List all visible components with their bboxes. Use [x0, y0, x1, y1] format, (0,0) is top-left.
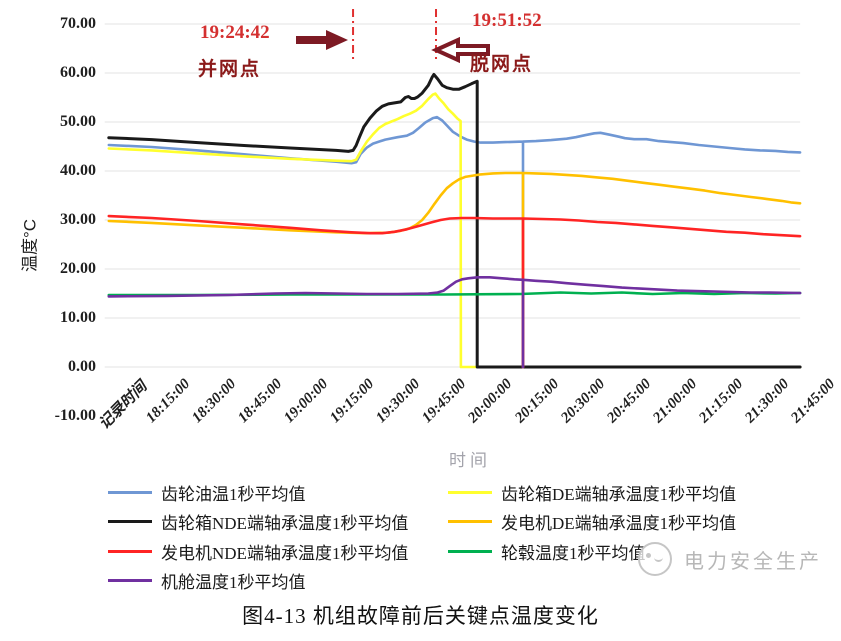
y-tick-label: 60.00 — [60, 64, 96, 81]
grid-connect-point-label: 并网点 — [198, 59, 262, 80]
legend-label: 齿轮箱DE端轴承温度1秒平均值 — [501, 484, 737, 504]
legend-label: 机舱温度1秒平均值 — [161, 573, 306, 592]
legend-item: 发电机NDE端轴承温度1秒平均值 — [108, 539, 408, 563]
legend-item: 齿轮箱NDE端轴承温度1秒平均值 — [108, 510, 408, 534]
watermark: 电力安全生产 — [638, 542, 822, 576]
legend-item: 机舱温度1秒平均值 — [108, 569, 306, 593]
arrow-left-icon — [431, 36, 490, 64]
legend-swatch — [448, 490, 492, 494]
legend-swatch — [108, 549, 152, 553]
legend-label: 发电机DE端轴承温度1秒平均值 — [501, 514, 737, 533]
series-line — [107, 115, 802, 369]
y-tick-label: 0.00 — [68, 358, 96, 375]
y-tick-label: 70.00 — [60, 15, 96, 32]
x-axis-title: 时间 — [449, 451, 491, 470]
figure-caption: 图4-13 机组故障前后关键点温度变化 — [242, 604, 599, 628]
legend-item: 齿轮箱DE端轴承温度1秒平均值 — [448, 480, 736, 504]
legend-swatch — [108, 520, 152, 523]
series-line — [107, 214, 802, 369]
watermark-badge-icon — [638, 542, 672, 576]
series-line — [107, 171, 802, 369]
y-tick-label: 10.00 — [60, 309, 96, 326]
y-tick-label: 30.00 — [60, 211, 96, 228]
legend-item: 齿轮油温1秒平均值 — [108, 480, 306, 504]
arrow-right-icon — [296, 30, 348, 50]
y-tick-label: 40.00 — [60, 162, 96, 179]
series-line — [107, 92, 802, 369]
series-line — [107, 73, 802, 369]
legend-label: 发电机NDE端轴承温度1秒平均值 — [161, 543, 409, 563]
grid-disconnect-time-label: 19:51:52 — [472, 10, 542, 31]
grid-connect-time-label: 19:24:42 — [200, 22, 270, 43]
y-tick-label: 50.00 — [60, 113, 96, 130]
legend-label: 齿轮箱NDE端轴承温度1秒平均值 — [161, 514, 409, 533]
legend-swatch — [448, 520, 492, 523]
legend-swatch — [108, 490, 152, 494]
grid-disconnect-point-label: 脱网点 — [470, 54, 534, 75]
legend-label: 轮毂温度1秒平均值 — [501, 543, 646, 563]
y-tick-label: -10.00 — [54, 407, 96, 424]
legend-item: 发电机DE端轴承温度1秒平均值 — [448, 510, 736, 534]
series-line — [107, 275, 802, 369]
legend-item: 轮毂温度1秒平均值 — [448, 539, 646, 563]
legend-label: 齿轮油温1秒平均值 — [161, 484, 306, 504]
y-tick-label: 20.00 — [60, 260, 96, 277]
legend-swatch — [108, 579, 152, 582]
watermark-text: 电力安全生产 — [684, 550, 822, 573]
legend-swatch — [448, 549, 492, 553]
